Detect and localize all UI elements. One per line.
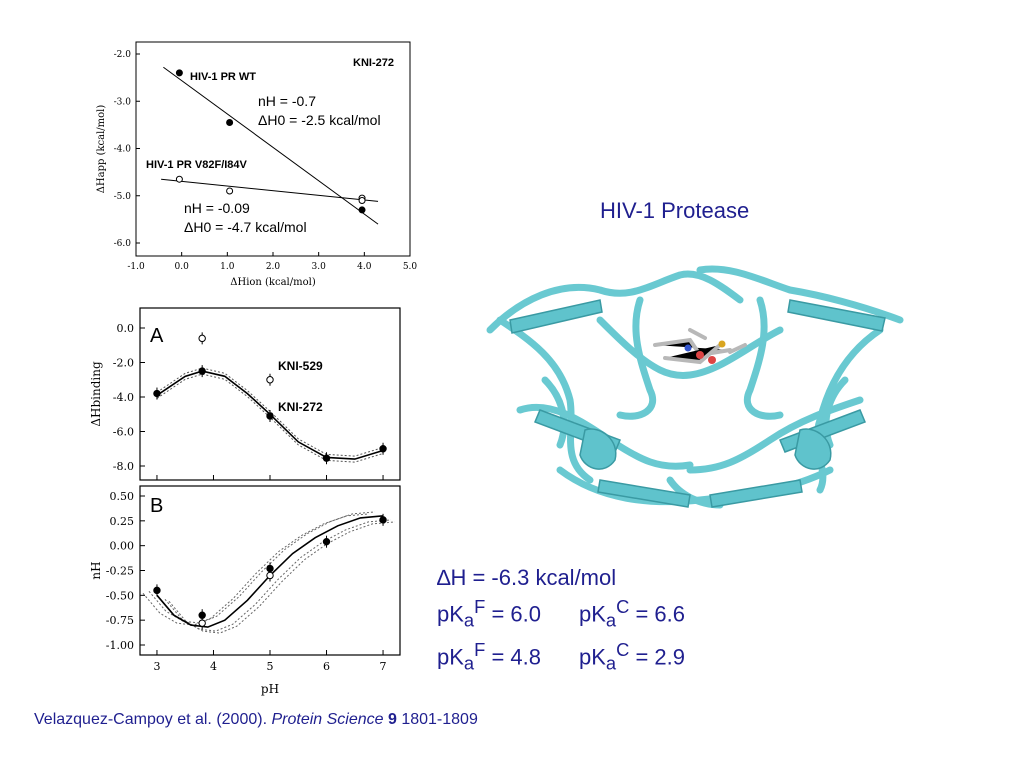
pka-label: pK bbox=[578, 601, 606, 627]
pka-row-1: pKaF = 6.0 pKaC = 6.6 bbox=[437, 592, 685, 635]
pka-sup: C bbox=[616, 596, 630, 617]
pka-row-2: pKaF = 4.8 pKaC = 2.9 bbox=[437, 635, 685, 678]
pka-value: = 4.8 bbox=[485, 644, 541, 670]
citation-authors: Velazquez-Campoy et al. (2000). bbox=[34, 711, 272, 728]
pka-sup: F bbox=[474, 638, 486, 660]
pka-sub: a bbox=[605, 609, 617, 631]
citation-journal: Protein Science bbox=[271, 711, 384, 728]
pka-label: pK bbox=[437, 601, 464, 627]
pka-sub: a bbox=[605, 652, 617, 674]
pka-label: pK bbox=[578, 644, 606, 670]
pka-sub: a bbox=[463, 609, 475, 631]
protein-title: HIV-1 Protease bbox=[600, 198, 750, 223]
pka-sup: C bbox=[616, 638, 630, 660]
pka-value: = 6.0 bbox=[485, 601, 541, 627]
dh-value: ∆H = -6.3 kcal/mol bbox=[437, 565, 617, 590]
pka-label: pK bbox=[437, 644, 464, 670]
pka-sup: F bbox=[474, 596, 486, 617]
pka-value: = 2.9 bbox=[629, 644, 686, 670]
pka-sub: a bbox=[463, 652, 475, 674]
citation-volume: 9 bbox=[383, 711, 397, 728]
citation: Velazquez-Campoy et al. (2000). Protein … bbox=[34, 711, 478, 729]
thermo-parameters: ∆H = -6.3 kcal/mol pKaF = 6.0 pKaC = 6.6 … bbox=[437, 563, 685, 677]
citation-pages: 1801-1809 bbox=[396, 711, 478, 728]
pka-value: = 6.6 bbox=[629, 601, 686, 627]
